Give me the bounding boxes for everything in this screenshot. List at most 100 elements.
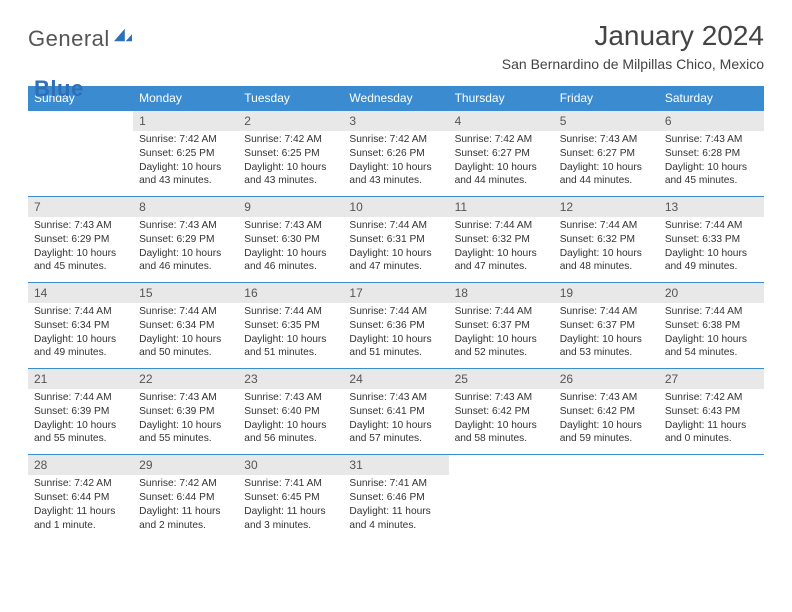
day-number: 15 [133,283,238,303]
calendar-week-row: 1Sunrise: 7:42 AMSunset: 6:25 PMDaylight… [28,111,764,197]
calendar-day-cell: 5Sunrise: 7:43 AMSunset: 6:27 PMDaylight… [554,111,659,197]
day-details: Sunrise: 7:44 AMSunset: 6:38 PMDaylight:… [659,303,764,368]
calendar-day-cell: 21Sunrise: 7:44 AMSunset: 6:39 PMDayligh… [28,369,133,455]
sunrise-text: Sunrise: 7:44 AM [139,305,232,319]
day-details: Sunrise: 7:42 AMSunset: 6:44 PMDaylight:… [133,475,238,540]
calendar-day-cell: 15Sunrise: 7:44 AMSunset: 6:34 PMDayligh… [133,283,238,369]
daylight-text: Daylight: 11 hours and 1 minute. [34,505,127,533]
sunrise-text: Sunrise: 7:43 AM [34,219,127,233]
daylight-text: Daylight: 11 hours and 4 minutes. [349,505,442,533]
daylight-text: Daylight: 10 hours and 55 minutes. [34,419,127,447]
calendar-week-row: 28Sunrise: 7:42 AMSunset: 6:44 PMDayligh… [28,455,764,541]
brand-word2: Blue [34,76,84,102]
weekday-heading: Saturday [659,86,764,111]
sunset-text: Sunset: 6:31 PM [349,233,442,247]
sunset-text: Sunset: 6:30 PM [244,233,337,247]
calendar-day-cell: 3 Sunrise: 7:42 AMSunset: 6:26 PMDaylight… [343,111,448,197]
day-number: 31 [343,455,448,475]
calendar-day-cell: 30Sunrise: 7:41 AMSunset: 6:45 PMDayligh… [238,455,343,541]
daylight-text: Daylight: 10 hours and 49 minutes. [665,247,758,275]
calendar-day-cell [28,111,133,197]
weekday-heading: Monday [133,86,238,111]
calendar-day-cell: 31Sunrise: 7:41 AMSunset: 6:46 PMDayligh… [343,455,448,541]
sunset-text: Sunset: 6:25 PM [139,147,232,161]
calendar-day-cell: 18Sunrise: 7:44 AMSunset: 6:37 PMDayligh… [449,283,554,369]
day-number: 14 [28,283,133,303]
brand-word1: General [28,26,110,52]
calendar-day-cell: 25Sunrise: 7:43 AMSunset: 6:42 PMDayligh… [449,369,554,455]
day-number: 16 [238,283,343,303]
calendar-day-cell: 28Sunrise: 7:42 AMSunset: 6:44 PMDayligh… [28,455,133,541]
weekday-heading: Thursday [449,86,554,111]
sunrise-text: Sunrise: 7:44 AM [665,219,758,233]
day-details: Sunrise: 7:42 AMSunset: 6:43 PMDaylight:… [659,389,764,454]
brand-sail-icon [114,28,132,42]
daylight-text: Daylight: 10 hours and 43 minutes. [349,161,442,189]
calendar-day-cell: 17Sunrise: 7:44 AMSunset: 6:36 PMDayligh… [343,283,448,369]
sunset-text: Sunset: 6:40 PM [244,405,337,419]
day-number: 6 [659,111,764,131]
calendar-page: General January 2024 San Bernardino de M… [0,0,792,540]
calendar-day-cell [554,455,659,541]
day-details: Sunrise: 7:43 AMSunset: 6:42 PMDaylight:… [554,389,659,454]
sunset-text: Sunset: 6:28 PM [665,147,758,161]
sunset-text: Sunset: 6:42 PM [560,405,653,419]
sunset-text: Sunset: 6:32 PM [560,233,653,247]
sunrise-text: Sunrise: 7:44 AM [34,305,127,319]
daylight-text: Daylight: 10 hours and 57 minutes. [349,419,442,447]
calendar-day-cell: 27Sunrise: 7:42 AMSunset: 6:43 PMDayligh… [659,369,764,455]
sunset-text: Sunset: 6:43 PM [665,405,758,419]
sunset-text: Sunset: 6:44 PM [34,491,127,505]
daylight-text: Daylight: 10 hours and 52 minutes. [455,333,548,361]
daylight-text: Daylight: 10 hours and 46 minutes. [139,247,232,275]
daylight-text: Daylight: 10 hours and 59 minutes. [560,419,653,447]
sunset-text: Sunset: 6:27 PM [560,147,653,161]
day-details: Sunrise: 7:43 AMSunset: 6:27 PMDaylight:… [554,131,659,196]
sunset-text: Sunset: 6:41 PM [349,405,442,419]
day-number: 3 [343,111,448,131]
sunset-text: Sunset: 6:26 PM [349,147,442,161]
day-number: 29 [133,455,238,475]
sunset-text: Sunset: 6:32 PM [455,233,548,247]
calendar-table: Sunday Monday Tuesday Wednesday Thursday… [28,86,764,540]
sunrise-text: Sunrise: 7:43 AM [349,391,442,405]
calendar-day-cell: 26Sunrise: 7:43 AMSunset: 6:42 PMDayligh… [554,369,659,455]
sunrise-text: Sunrise: 7:43 AM [455,391,548,405]
sunrise-text: Sunrise: 7:43 AM [244,391,337,405]
calendar-weekday-header: Sunday Monday Tuesday Wednesday Thursday… [28,86,764,111]
sunrise-text: Sunrise: 7:44 AM [455,219,548,233]
daylight-text: Daylight: 10 hours and 43 minutes. [244,161,337,189]
day-details: Sunrise: 7:43 AMSunset: 6:29 PMDaylight:… [133,217,238,282]
day-details: Sunrise: 7:44 AMSunset: 6:35 PMDaylight:… [238,303,343,368]
calendar-day-cell: 11 Sunrise: 7:44 AMSunset: 6:32 PMDayligh… [449,197,554,283]
day-number: 11 [449,197,554,217]
day-details: Sunrise: 7:44 AMSunset: 6:34 PMDaylight:… [28,303,133,368]
day-number: 26 [554,369,659,389]
day-details: Sunrise: 7:42 AMSunset: 6:25 PMDaylight:… [238,131,343,196]
daylight-text: Daylight: 10 hours and 47 minutes. [455,247,548,275]
sunrise-text: Sunrise: 7:42 AM [349,133,442,147]
day-number: 20 [659,283,764,303]
day-number: 25 [449,369,554,389]
calendar-day-cell: 22Sunrise: 7:43 AMSunset: 6:39 PMDayligh… [133,369,238,455]
daylight-text: Daylight: 10 hours and 58 minutes. [455,419,548,447]
calendar-day-cell: 23Sunrise: 7:43 AMSunset: 6:40 PMDayligh… [238,369,343,455]
day-details: Sunrise: 7:44 AMSunset: 6:31 PMDaylight:… [343,217,448,282]
day-number: 8 [133,197,238,217]
sunrise-text: Sunrise: 7:42 AM [665,391,758,405]
weekday-heading: Friday [554,86,659,111]
daylight-text: Daylight: 11 hours and 0 minutes. [665,419,758,447]
calendar-week-row: 21Sunrise: 7:44 AMSunset: 6:39 PMDayligh… [28,369,764,455]
daylight-text: Daylight: 10 hours and 56 minutes. [244,419,337,447]
sunrise-text: Sunrise: 7:44 AM [34,391,127,405]
calendar-week-row: 7Sunrise: 7:43 AMSunset: 6:29 PMDaylight… [28,197,764,283]
sunrise-text: Sunrise: 7:42 AM [455,133,548,147]
sunrise-text: Sunrise: 7:42 AM [139,133,232,147]
daylight-text: Daylight: 10 hours and 46 minutes. [244,247,337,275]
day-number: 30 [238,455,343,475]
sunrise-text: Sunrise: 7:43 AM [244,219,337,233]
sunset-text: Sunset: 6:36 PM [349,319,442,333]
sunset-text: Sunset: 6:33 PM [665,233,758,247]
day-number: 18 [449,283,554,303]
calendar-day-cell: 10Sunrise: 7:44 AMSunset: 6:31 PMDayligh… [343,197,448,283]
